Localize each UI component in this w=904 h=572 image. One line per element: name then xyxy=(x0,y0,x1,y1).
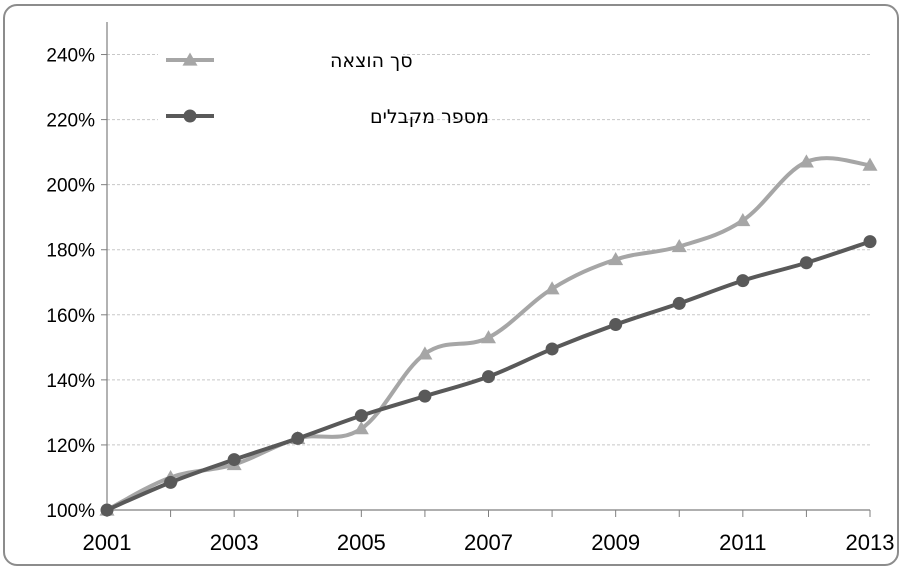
data-point xyxy=(418,389,432,403)
legend-label: מספר מקבלים xyxy=(370,106,489,128)
data-point xyxy=(609,318,623,332)
data-point xyxy=(164,475,178,489)
legend-marker xyxy=(183,109,197,123)
y-tick-label: 120% xyxy=(46,436,95,457)
x-tick-label: 2005 xyxy=(337,530,386,555)
series-recipients-count xyxy=(100,235,877,517)
data-point xyxy=(799,256,813,270)
legend-marker xyxy=(182,52,198,66)
data-point xyxy=(798,154,814,168)
legend-label: סך הוצאה xyxy=(330,50,413,72)
data-point xyxy=(291,431,305,445)
legend-entry: סך הוצאה xyxy=(158,44,413,78)
x-tick-label: 2003 xyxy=(210,530,259,555)
x-tick-label: 2011 xyxy=(719,530,766,555)
data-point xyxy=(482,370,495,384)
data-point xyxy=(736,274,750,288)
data-point xyxy=(735,212,751,227)
data-point xyxy=(354,409,368,423)
data-point xyxy=(417,346,433,360)
y-tick-label: 240% xyxy=(46,46,95,67)
x-tick-label: 2007 xyxy=(464,530,513,555)
series-total-expense xyxy=(99,154,878,516)
y-tick-label: 140% xyxy=(46,371,95,392)
y-tick-label: 180% xyxy=(46,241,95,262)
gridlines xyxy=(107,54,870,446)
y-tick-label: 200% xyxy=(46,176,95,197)
data-point xyxy=(227,453,241,467)
data-point xyxy=(863,235,877,249)
y-tick-label: 220% xyxy=(46,111,95,132)
legend: סך הוצאה מספר מקבלים xyxy=(158,44,489,134)
x-tick-label: 2009 xyxy=(591,530,640,555)
x-tick-label: 2013 xyxy=(846,530,895,555)
data-point xyxy=(862,157,878,171)
data-point xyxy=(100,503,114,517)
series-layer xyxy=(99,154,878,517)
data-point xyxy=(608,251,624,266)
chart-frame xyxy=(3,4,899,566)
axes: 100% 120% 140% 160% 180% 200% 220% 240% 2001 2003… xyxy=(46,22,894,555)
data-point xyxy=(545,342,559,356)
x-tick-label: 2001 xyxy=(83,530,132,555)
legend-entry: מספר מקבלים xyxy=(158,100,489,134)
data-point xyxy=(671,238,687,253)
data-point xyxy=(353,421,369,435)
y-tick-label: 100% xyxy=(46,501,95,522)
data-point xyxy=(481,330,496,344)
y-tick-label: 160% xyxy=(46,306,95,327)
data-point xyxy=(672,296,686,310)
data-point xyxy=(544,281,560,295)
